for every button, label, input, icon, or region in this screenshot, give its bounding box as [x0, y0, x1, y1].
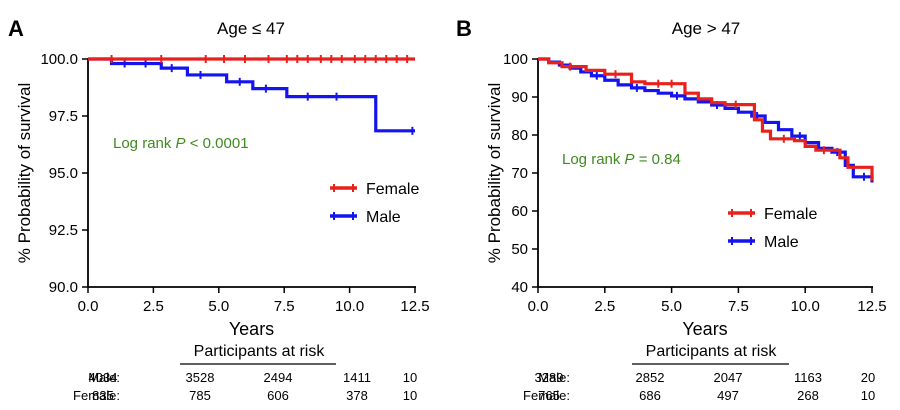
legend-label-female: Female	[764, 206, 817, 223]
risk-cell: 268	[797, 388, 819, 403]
x-tick-label: 10.0	[335, 298, 364, 315]
risk-cell: 4034	[89, 370, 118, 385]
risk-cell: 2852	[636, 370, 665, 385]
y-tick-label: 100	[503, 51, 528, 68]
x-tick-label: 2.5	[143, 298, 164, 315]
x-tick-label: 2.5	[594, 298, 615, 315]
risk-cell: 10	[403, 370, 417, 385]
y-tick-label: 60	[511, 203, 528, 220]
risk-cell: 686	[639, 388, 661, 403]
risk-cell: 1411	[343, 370, 371, 385]
panel-label: A	[8, 16, 24, 41]
risk-row-label: Male:	[88, 370, 120, 385]
y-tick-label: 92.5	[49, 222, 78, 239]
x-axis-label: Years	[682, 319, 727, 339]
y-tick-label: 97.5	[49, 108, 78, 125]
chart-title: Age ≤ 47	[217, 19, 285, 38]
x-axis-label: Years	[229, 319, 274, 339]
risk-cell: 835	[92, 388, 114, 403]
risk-cell: 2047	[714, 370, 743, 385]
x-tick-label: 0.0	[528, 298, 549, 315]
risk-cell: 2494	[264, 370, 293, 385]
series-line-male	[88, 57, 415, 133]
risk-table-header: Participants at risk	[194, 343, 326, 360]
y-axis-label: % Probability of survival	[15, 83, 34, 263]
chart-panel-a: A Age ≤ 47 0.0 2.5 5.0 7.5 10.0 12.5 90.0 92.5 95.…	[8, 16, 430, 403]
risk-cell: 3289	[535, 370, 564, 385]
x-tick-label: 5.0	[208, 298, 229, 315]
y-tick-label: 80	[511, 127, 528, 144]
risk-cell: 20	[861, 370, 875, 385]
risk-cell: 378	[346, 388, 368, 403]
chart-panel-b: B Age > 47 0.0 2.5 5.0 7.5 10.0 12.5 40 50 60 70 80 9…	[456, 16, 887, 403]
risk-cell: 10	[403, 388, 417, 403]
risk-cell: 785	[189, 388, 211, 403]
panel-label: B	[456, 16, 472, 41]
x-tick-label: 7.5	[728, 298, 749, 315]
x-tick-label: 10.0	[791, 298, 820, 315]
x-tick-label: 12.5	[400, 298, 429, 315]
y-axis-label: % Probability of survival	[485, 83, 504, 263]
y-tick-label: 90.0	[49, 279, 78, 296]
x-tick-label: 12.5	[857, 298, 886, 315]
risk-row-label: Female:	[523, 388, 570, 403]
risk-cell: 765	[538, 388, 560, 403]
legend-label-male: Male	[366, 209, 401, 226]
log-rank-annotation: Log rank P = 0.84	[562, 151, 681, 168]
risk-cell: 497	[717, 388, 739, 403]
risk-table-header: Participants at risk	[646, 343, 778, 360]
legend-label-male: Male	[764, 234, 799, 251]
series-line-female	[538, 57, 874, 181]
x-tick-label: 0.0	[78, 298, 99, 315]
y-tick-label: 90	[511, 89, 528, 106]
risk-cell: 1163	[794, 370, 822, 385]
risk-cell: 606	[267, 388, 289, 403]
risk-cell: 3528	[186, 370, 215, 385]
y-tick-label: 40	[511, 279, 528, 296]
log-rank-annotation: Log rank P < 0.0001	[113, 135, 249, 152]
risk-row-label: Male:	[538, 370, 570, 385]
y-tick-label: 95.0	[49, 165, 78, 182]
y-tick-label: 50	[511, 241, 528, 258]
x-tick-label: 5.0	[661, 298, 682, 315]
y-tick-label: 100.0	[40, 51, 78, 68]
x-tick-label: 7.5	[274, 298, 295, 315]
risk-row-label: Female:	[73, 388, 120, 403]
legend-label-female: Female	[366, 181, 419, 198]
risk-cell: 10	[861, 388, 875, 403]
y-tick-label: 70	[511, 165, 528, 182]
chart-title: Age > 47	[672, 19, 741, 38]
